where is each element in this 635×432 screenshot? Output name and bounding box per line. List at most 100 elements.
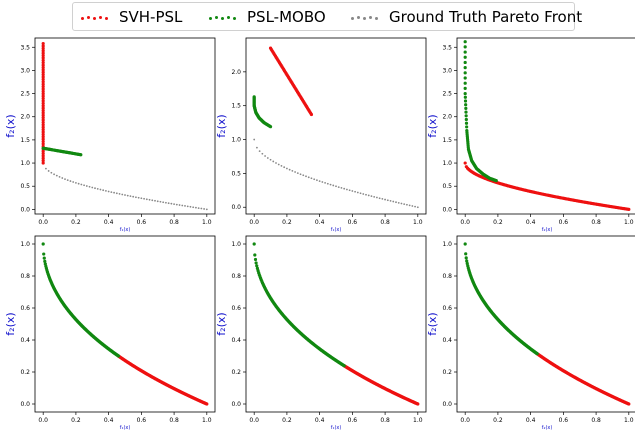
data-point-truth bbox=[272, 160, 275, 163]
plot-area bbox=[41, 41, 208, 211]
data-point-truth bbox=[403, 203, 406, 206]
x-tick-label: 0.0 bbox=[249, 219, 259, 226]
data-point-svh bbox=[41, 53, 45, 58]
legend: SVH-PSL PSL-MOBO Ground Truth Pareto Fro… bbox=[72, 2, 582, 31]
data-point-truth bbox=[203, 208, 205, 210]
y-tick-label: 0.8 bbox=[231, 273, 241, 280]
y-tick-label: 3.0 bbox=[20, 67, 30, 74]
data-point-svh bbox=[41, 142, 45, 146]
data-point-truth bbox=[184, 205, 186, 207]
data-point-mobo bbox=[463, 91, 467, 96]
legend-dot bbox=[369, 16, 372, 19]
y-tick-label: 2.0 bbox=[231, 69, 241, 76]
data-point-truth bbox=[318, 180, 321, 182]
data-point-truth bbox=[64, 178, 66, 181]
data-point-mobo bbox=[253, 253, 257, 257]
data-point-truth bbox=[286, 167, 288, 170]
x-axis-label: f₁(x) bbox=[331, 425, 342, 431]
data-point-svh bbox=[41, 73, 45, 77]
data-point-truth bbox=[175, 203, 178, 206]
data-point-truth bbox=[310, 177, 313, 180]
y-tick-label: 0.4 bbox=[20, 337, 30, 344]
x-tick-label: 1.0 bbox=[202, 417, 212, 424]
y-tick-label: 0.2 bbox=[20, 369, 30, 376]
data-point-truth bbox=[397, 201, 400, 204]
data-point-truth bbox=[165, 201, 167, 204]
data-point-svh bbox=[41, 51, 45, 55]
legend-dot bbox=[93, 17, 96, 20]
legend-dot bbox=[87, 16, 90, 19]
series-mobo bbox=[252, 242, 346, 368]
data-point-truth bbox=[370, 195, 373, 198]
legend-item-mobo: PSL-MOBO bbox=[209, 6, 326, 28]
y-tick-label: 1.0 bbox=[231, 137, 241, 144]
data-point-svh bbox=[41, 130, 45, 134]
data-point-truth bbox=[181, 204, 184, 207]
data-point-truth bbox=[261, 152, 264, 155]
data-point-truth bbox=[389, 200, 392, 202]
data-point-svh bbox=[41, 135, 45, 139]
data-point-mobo bbox=[465, 125, 469, 129]
subplot-4: 0.0 0.2 0.4 0.6 0.8 1.0 0.0 0.2 0.4 0.6 0.8 1.0 f₁(x… bbox=[4, 235, 216, 431]
y-axis-label: f₂(x) bbox=[4, 312, 17, 335]
data-point-truth bbox=[80, 183, 83, 186]
x-tick-label: 1.0 bbox=[202, 219, 212, 226]
data-point-truth bbox=[258, 150, 261, 152]
y-tick-label: 0.0 bbox=[442, 206, 452, 213]
data-point-truth bbox=[126, 194, 129, 197]
y-axis-label: f₂(x) bbox=[426, 312, 439, 335]
data-point-mobo bbox=[254, 261, 258, 265]
x-tick-label: 0.6 bbox=[348, 417, 358, 424]
data-point-mobo bbox=[79, 153, 83, 157]
y-tick-label: 0.0 bbox=[20, 206, 30, 213]
y-axis-label: f₂(x) bbox=[215, 312, 228, 335]
data-point-truth bbox=[351, 190, 354, 192]
data-point-truth bbox=[307, 176, 310, 179]
legend-marker-truth bbox=[351, 12, 379, 22]
x-axis-label: f₁(x) bbox=[120, 425, 131, 431]
legend-dot bbox=[351, 17, 354, 20]
x-tick-label: 0.8 bbox=[591, 417, 601, 424]
data-point-truth bbox=[148, 198, 151, 201]
data-point-mobo bbox=[463, 60, 467, 65]
data-point-svh bbox=[41, 82, 45, 86]
data-point-truth bbox=[277, 163, 280, 166]
data-point-truth bbox=[381, 198, 384, 200]
data-point-svh bbox=[41, 159, 45, 163]
data-point-svh bbox=[41, 139, 45, 144]
data-point-mobo bbox=[463, 55, 467, 59]
series-svh bbox=[535, 352, 631, 406]
data-point-mobo bbox=[494, 179, 498, 183]
y-tick-label: 0.4 bbox=[442, 337, 452, 344]
data-point-truth bbox=[305, 175, 307, 178]
y-tick-label: 0.5 bbox=[20, 183, 30, 190]
x-tick-label: 1.0 bbox=[624, 219, 634, 226]
data-point-svh bbox=[205, 402, 209, 406]
y-tick-label: 0.8 bbox=[20, 273, 30, 280]
data-point-truth bbox=[143, 197, 145, 200]
x-tick-label: 0.0 bbox=[460, 417, 470, 424]
data-point-svh bbox=[627, 402, 631, 406]
y-tick-label: 3.5 bbox=[20, 44, 30, 51]
x-tick-label: 0.6 bbox=[559, 219, 569, 226]
data-point-truth bbox=[72, 181, 75, 183]
data-point-truth bbox=[346, 188, 348, 191]
data-point-truth bbox=[124, 194, 126, 196]
y-tick-label: 1.5 bbox=[442, 137, 452, 144]
data-point-truth bbox=[195, 206, 197, 209]
data-point-svh bbox=[41, 89, 45, 93]
data-point-truth bbox=[156, 200, 159, 203]
data-point-truth bbox=[121, 193, 124, 196]
data-point-truth bbox=[378, 197, 381, 200]
y-tick-label: 0.0 bbox=[231, 401, 241, 408]
data-point-svh bbox=[41, 123, 45, 127]
data-point-mobo bbox=[42, 256, 46, 260]
data-point-truth bbox=[280, 164, 283, 167]
plot-area bbox=[463, 242, 631, 406]
data-point-truth bbox=[192, 206, 195, 209]
x-tick-label: 0.2 bbox=[493, 417, 503, 424]
data-point-truth bbox=[324, 181, 326, 184]
data-point-mobo bbox=[252, 242, 256, 246]
x-axis-label: f₂(x) bbox=[542, 425, 553, 431]
